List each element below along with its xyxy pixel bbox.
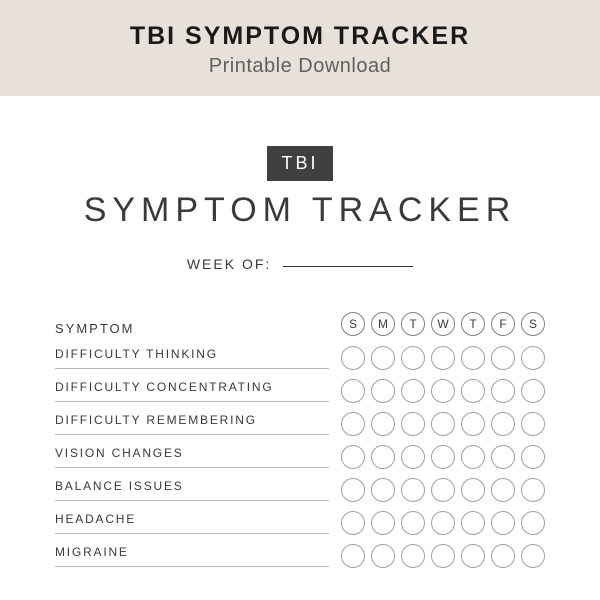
tracker-circle[interactable] bbox=[341, 478, 365, 502]
symptom-label: MIGRAINE bbox=[55, 545, 329, 567]
tracker-circle[interactable] bbox=[341, 544, 365, 568]
table-row: VISION CHANGES bbox=[55, 445, 545, 469]
tracker-circle[interactable] bbox=[431, 478, 455, 502]
tracker-circle[interactable] bbox=[431, 544, 455, 568]
tbi-badge: TBI bbox=[267, 146, 332, 181]
tracker-circle[interactable] bbox=[431, 346, 455, 370]
tracker-circle[interactable] bbox=[371, 544, 395, 568]
days-header: SMTWTFS bbox=[341, 312, 545, 336]
day-circles bbox=[341, 511, 545, 535]
day-circles bbox=[341, 445, 545, 469]
day-header-6: S bbox=[521, 312, 545, 336]
table-row: DIFFICULTY THINKING bbox=[55, 346, 545, 370]
tracker-circle[interactable] bbox=[461, 379, 485, 403]
tracker-circle[interactable] bbox=[491, 478, 515, 502]
symptom-label: DIFFICULTY CONCENTRATING bbox=[55, 380, 329, 402]
tracker-circle[interactable] bbox=[461, 478, 485, 502]
tracker-circle[interactable] bbox=[371, 346, 395, 370]
day-circles bbox=[341, 379, 545, 403]
tracker-circle[interactable] bbox=[401, 379, 425, 403]
tracker-circle[interactable] bbox=[461, 346, 485, 370]
symptom-label: DIFFICULTY REMEMBERING bbox=[55, 413, 329, 435]
tracker-circle[interactable] bbox=[521, 511, 545, 535]
symptom-table: SYMPTOM SMTWTFS DIFFICULTY THINKINGDIFFI… bbox=[55, 312, 545, 568]
week-of-label: WEEK OF: bbox=[187, 256, 271, 272]
day-header-4: T bbox=[461, 312, 485, 336]
table-row: DIFFICULTY REMEMBERING bbox=[55, 412, 545, 436]
tracker-circle[interactable] bbox=[521, 544, 545, 568]
tracker-circle[interactable] bbox=[461, 511, 485, 535]
table-row: DIFFICULTY CONCENTRATING bbox=[55, 379, 545, 403]
tracker-circle[interactable] bbox=[491, 511, 515, 535]
table-row: BALANCE ISSUES bbox=[55, 478, 545, 502]
table-header-row: SYMPTOM SMTWTFS bbox=[55, 312, 545, 336]
day-header-3: W bbox=[431, 312, 455, 336]
promo-subtitle: Printable Download bbox=[0, 55, 600, 78]
day-header-1: M bbox=[371, 312, 395, 336]
symptom-label: VISION CHANGES bbox=[55, 446, 329, 468]
tracker-circle[interactable] bbox=[401, 544, 425, 568]
tracker-circle[interactable] bbox=[491, 379, 515, 403]
sheet-title: SYMPTOM TRACKER bbox=[55, 191, 545, 230]
tracker-circle[interactable] bbox=[461, 544, 485, 568]
promo-header: TBI SYMPTOM TRACKER Printable Download bbox=[0, 0, 600, 96]
day-circles bbox=[341, 346, 545, 370]
table-row: HEADACHE bbox=[55, 511, 545, 535]
day-header-5: F bbox=[491, 312, 515, 336]
tracker-circle[interactable] bbox=[521, 346, 545, 370]
tracker-circle[interactable] bbox=[491, 445, 515, 469]
tracker-circle[interactable] bbox=[491, 346, 515, 370]
tracker-circle[interactable] bbox=[371, 445, 395, 469]
tracker-circle[interactable] bbox=[461, 445, 485, 469]
symptom-label: BALANCE ISSUES bbox=[55, 479, 329, 501]
day-circles bbox=[341, 412, 545, 436]
day-circles bbox=[341, 544, 545, 568]
symptom-label: DIFFICULTY THINKING bbox=[55, 347, 329, 369]
tracker-circle[interactable] bbox=[371, 379, 395, 403]
tracker-circle[interactable] bbox=[401, 511, 425, 535]
day-circles bbox=[341, 478, 545, 502]
tracker-circle[interactable] bbox=[401, 346, 425, 370]
tracker-circle[interactable] bbox=[521, 445, 545, 469]
table-row: MIGRAINE bbox=[55, 544, 545, 568]
tracker-circle[interactable] bbox=[401, 412, 425, 436]
tracker-circle[interactable] bbox=[431, 379, 455, 403]
tracker-circle[interactable] bbox=[341, 511, 365, 535]
tracker-circle[interactable] bbox=[341, 445, 365, 469]
tracker-circle[interactable] bbox=[401, 445, 425, 469]
tracker-circle[interactable] bbox=[341, 412, 365, 436]
tracker-circle[interactable] bbox=[521, 379, 545, 403]
tracker-circle[interactable] bbox=[431, 511, 455, 535]
tracker-circle[interactable] bbox=[491, 544, 515, 568]
tracker-circle[interactable] bbox=[341, 379, 365, 403]
tracker-circle[interactable] bbox=[401, 478, 425, 502]
tracker-circle[interactable] bbox=[371, 412, 395, 436]
symptom-label: HEADACHE bbox=[55, 512, 329, 534]
day-header-0: S bbox=[341, 312, 365, 336]
symptom-column-header: SYMPTOM bbox=[55, 321, 341, 336]
day-header-2: T bbox=[401, 312, 425, 336]
promo-title: TBI SYMPTOM TRACKER bbox=[0, 22, 600, 51]
tracker-circle[interactable] bbox=[371, 478, 395, 502]
tracker-sheet: TBI SYMPTOM TRACKER WEEK OF: SYMPTOM SMT… bbox=[0, 96, 600, 568]
week-of-row: WEEK OF: bbox=[55, 256, 545, 272]
week-of-blank-line[interactable] bbox=[283, 266, 413, 267]
tracker-circle[interactable] bbox=[521, 478, 545, 502]
tracker-circle[interactable] bbox=[461, 412, 485, 436]
tracker-circle[interactable] bbox=[491, 412, 515, 436]
tracker-circle[interactable] bbox=[371, 511, 395, 535]
tracker-circle[interactable] bbox=[431, 445, 455, 469]
tracker-circle[interactable] bbox=[431, 412, 455, 436]
tracker-circle[interactable] bbox=[521, 412, 545, 436]
tracker-circle[interactable] bbox=[341, 346, 365, 370]
